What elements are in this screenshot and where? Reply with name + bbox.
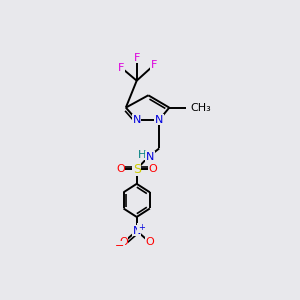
Text: −: − bbox=[115, 241, 124, 251]
Text: CH₃: CH₃ bbox=[190, 103, 211, 112]
Text: O: O bbox=[148, 164, 158, 174]
Text: O: O bbox=[119, 237, 128, 248]
Text: F: F bbox=[151, 60, 157, 70]
Text: F: F bbox=[118, 63, 124, 73]
Text: N: N bbox=[133, 226, 141, 236]
Text: O: O bbox=[116, 164, 125, 174]
Text: N: N bbox=[146, 152, 154, 162]
Text: O: O bbox=[146, 237, 154, 248]
Text: N: N bbox=[155, 115, 164, 125]
Text: H: H bbox=[138, 150, 146, 160]
Text: S: S bbox=[133, 163, 141, 176]
Text: +: + bbox=[138, 223, 145, 232]
Text: N: N bbox=[133, 115, 141, 125]
Text: F: F bbox=[134, 52, 140, 63]
